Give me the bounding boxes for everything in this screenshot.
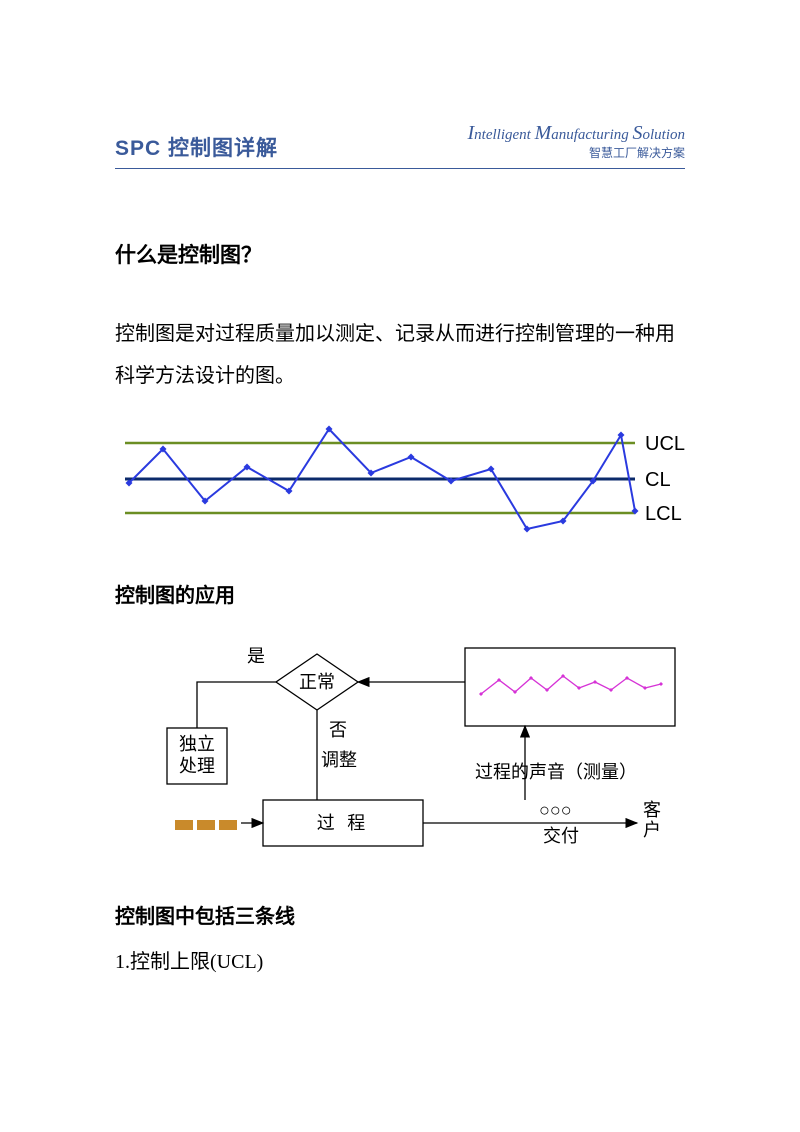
svg-text:交付: 交付	[543, 826, 579, 846]
svg-text:是: 是	[247, 646, 265, 666]
header-right: Intelligent Manufacturing Solution 智慧工厂解…	[467, 120, 685, 162]
flowchart-svg: 正常独立处理过 程 是否调整过程的声音（测量） 交付 ○○○ 客户	[145, 624, 705, 874]
page-header: SPC 控制图详解 Intelligent Manufacturing Solu…	[115, 120, 685, 169]
svg-text:处理: 处理	[179, 756, 215, 776]
control-chart: UCL CL LCL	[115, 413, 685, 553]
svg-text:○○○: ○○○	[539, 800, 572, 820]
svg-text:CL: CL	[645, 469, 671, 491]
svg-text:调整: 调整	[321, 750, 357, 770]
svg-text:UCL: UCL	[645, 433, 685, 455]
svg-text:客: 客	[643, 800, 661, 820]
intro-paragraph: 控制图是对过程质量加以测定、记录从而进行控制管理的一种用科学方法设计的图。	[115, 313, 685, 397]
header-subtitle: 智慧工厂解决方案	[467, 146, 685, 162]
header-tagline: Intelligent Manufacturing Solution	[467, 120, 685, 146]
svg-text:户: 户	[643, 820, 661, 840]
svg-text:正常: 正常	[299, 672, 335, 692]
header-title: SPC 控制图详解	[115, 132, 278, 162]
list-item-ucl: 1.控制上限(UCL)	[115, 945, 685, 974]
svg-text:过程的声音（测量）: 过程的声音（测量）	[475, 762, 637, 782]
svg-text:LCL: LCL	[645, 503, 682, 525]
svg-text:否: 否	[329, 720, 347, 740]
section-heading-app: 控制图的应用	[115, 579, 685, 608]
svg-text:过 程: 过 程	[317, 813, 370, 833]
section-heading-what: 什么是控制图？	[115, 239, 685, 269]
section-heading-lines: 控制图中包括三条线	[115, 900, 685, 929]
svg-text:独立: 独立	[179, 734, 215, 754]
flowchart: 正常独立处理过 程 是否调整过程的声音（测量） 交付 ○○○ 客户	[145, 624, 685, 874]
control-chart-svg: UCL CL LCL	[115, 413, 685, 553]
